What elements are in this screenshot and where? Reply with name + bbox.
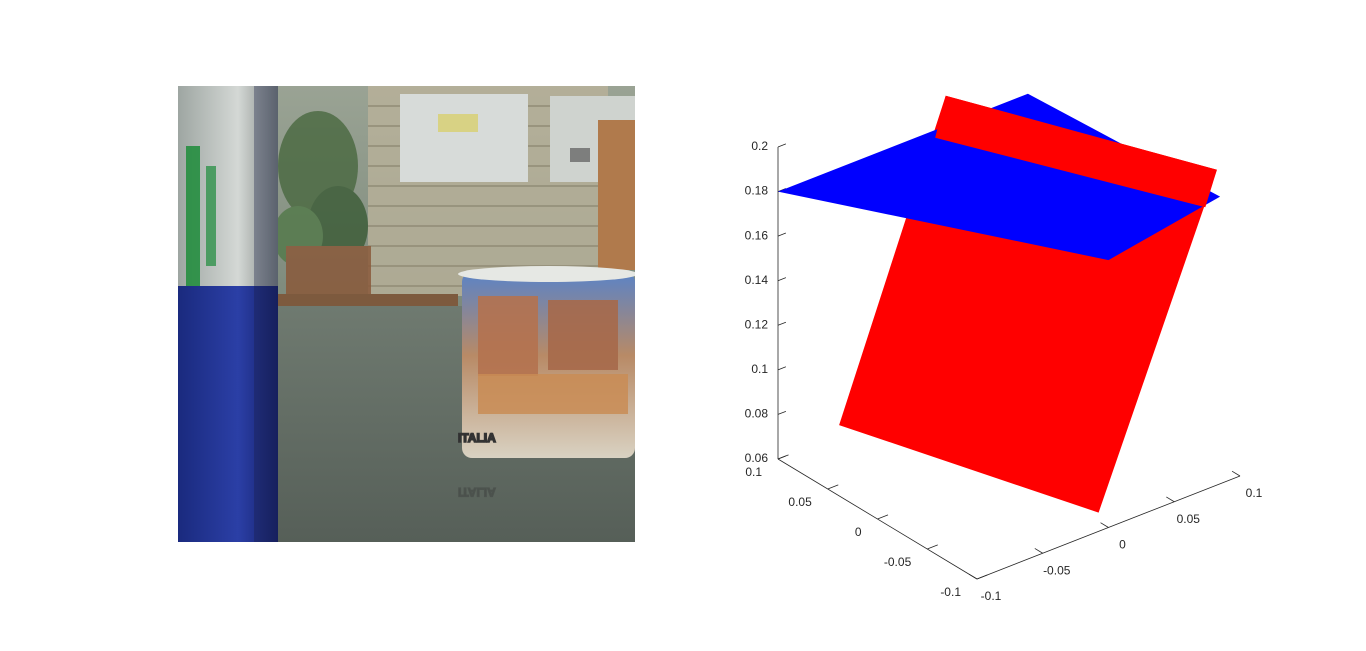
- plot-svg: -0.1-0.0500.050.1-0.1-0.0500.050.10.060.…: [745, 93, 1263, 603]
- z-tick-label: 0.2: [751, 139, 768, 153]
- z-tick-label: 0.16: [745, 228, 769, 242]
- surface-plot: -0.1 -0.05 0 0.05 0.1 -0.1 -0.05 0 0.05 0.1 0.06 0.…: [700, 80, 1320, 620]
- y-tick-label: 0.05: [788, 495, 812, 509]
- z-tick-label: 0.06: [745, 451, 769, 465]
- x-tick-mark: [1166, 496, 1175, 503]
- wall-poster: [400, 94, 528, 182]
- mug: ITALIA ITALIA: [457, 266, 635, 500]
- z-tick-mark: [777, 366, 787, 371]
- plant: [273, 111, 371, 296]
- z-tick-label: 0.18: [745, 184, 769, 198]
- cabinet: [598, 120, 635, 270]
- z-tick-label: 0.08: [745, 407, 769, 421]
- red-surface-strip: [935, 95, 1217, 208]
- y-tick-mark: [927, 544, 938, 550]
- z-tick-label: 0.14: [745, 273, 769, 287]
- pen-logo: [186, 146, 200, 286]
- pen: [178, 86, 278, 542]
- z-tick-mark: [777, 188, 787, 192]
- y-tick-mark: [976, 574, 988, 580]
- y-tick-label: -0.1: [940, 585, 961, 599]
- z-tick-mark: [777, 455, 787, 460]
- y-tick-label: 0: [855, 525, 862, 539]
- x-tick-label: -0.05: [1043, 563, 1071, 577]
- x-tick-mark: [1100, 522, 1109, 528]
- y-tick-label: -0.05: [884, 555, 912, 569]
- blue-surface: [778, 93, 1221, 261]
- x-tick-mark: [1034, 548, 1043, 554]
- x-tick-label: 0.1: [1246, 486, 1263, 500]
- x-tick-mark: [968, 573, 978, 580]
- photo-image: ITALIA ITALIA: [178, 86, 635, 542]
- y-tick-mark: [877, 514, 889, 520]
- z-tick-label: 0.12: [745, 317, 769, 331]
- z-tick-mark: [777, 232, 787, 237]
- z-tick-label: 0.1: [751, 362, 768, 376]
- tick-labels: -0.1-0.0500.050.1-0.1-0.0500.050.10.060.…: [745, 139, 1263, 603]
- axes: [777, 143, 1241, 580]
- y-tick-mark: [827, 484, 839, 490]
- z-tick-mark: [777, 143, 787, 148]
- x-tick-label: -0.1: [981, 589, 1002, 603]
- photo-scene: ITALIA ITALIA: [178, 86, 635, 542]
- z-tick-mark: [777, 321, 787, 326]
- mug-text: ITALIA: [458, 431, 496, 445]
- surfaces: [778, 93, 1221, 513]
- x-tick-mark: [1231, 470, 1241, 477]
- mug-text-reflection: ITALIA: [458, 485, 496, 499]
- z-tick-mark: [777, 410, 787, 415]
- shelf: [268, 294, 458, 308]
- z-tick-mark: [777, 277, 787, 282]
- x-tick-label: 0: [1119, 538, 1126, 552]
- x-tick-label: 0.05: [1177, 512, 1201, 526]
- y-tick-label: 0.1: [745, 465, 762, 479]
